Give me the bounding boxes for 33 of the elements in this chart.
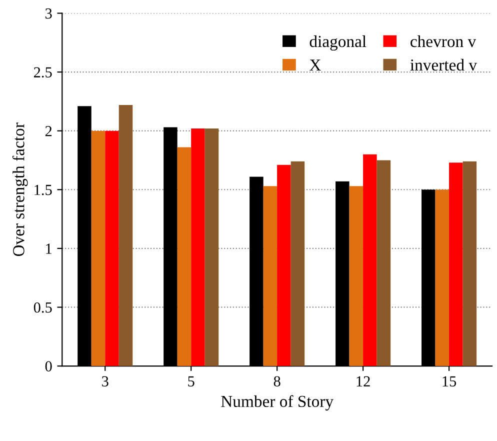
y-tick-label: 0 xyxy=(45,361,52,372)
bar xyxy=(277,164,291,366)
legend-label: diagonal xyxy=(310,35,366,51)
bar xyxy=(105,130,119,366)
bar xyxy=(376,160,391,366)
legend-label: chevron v xyxy=(410,35,476,48)
x-tick-label: 12 xyxy=(356,376,370,386)
y-tick-label: 3 xyxy=(45,8,52,19)
bar xyxy=(118,104,133,366)
bar xyxy=(263,186,278,366)
y-axis-title: Over strength factor xyxy=(12,122,28,256)
bar xyxy=(363,154,377,366)
y-tick-label: 2 xyxy=(45,126,52,136)
x-axis-title: Number of Story xyxy=(221,395,334,410)
bar xyxy=(290,161,305,366)
legend-label: X xyxy=(310,60,321,71)
x-tick-label: 5 xyxy=(188,376,194,387)
bar xyxy=(349,186,364,366)
bar xyxy=(177,147,192,366)
bar xyxy=(462,161,477,366)
bar xyxy=(435,190,450,366)
legend-label: inverted v xyxy=(410,58,478,71)
y-tick-label: 1 xyxy=(46,244,52,254)
bar xyxy=(191,128,205,366)
bar xyxy=(91,130,106,366)
x-tick-label: 8 xyxy=(274,376,280,387)
x-tick-label: 3 xyxy=(102,376,108,387)
x-tick-label: 15 xyxy=(442,376,456,387)
y-tick-label: 0.5 xyxy=(34,302,52,313)
y-tick-label: 1.5 xyxy=(34,184,52,196)
y-tick-label: 2.5 xyxy=(34,67,52,78)
bar xyxy=(204,128,219,366)
bar xyxy=(449,162,463,366)
